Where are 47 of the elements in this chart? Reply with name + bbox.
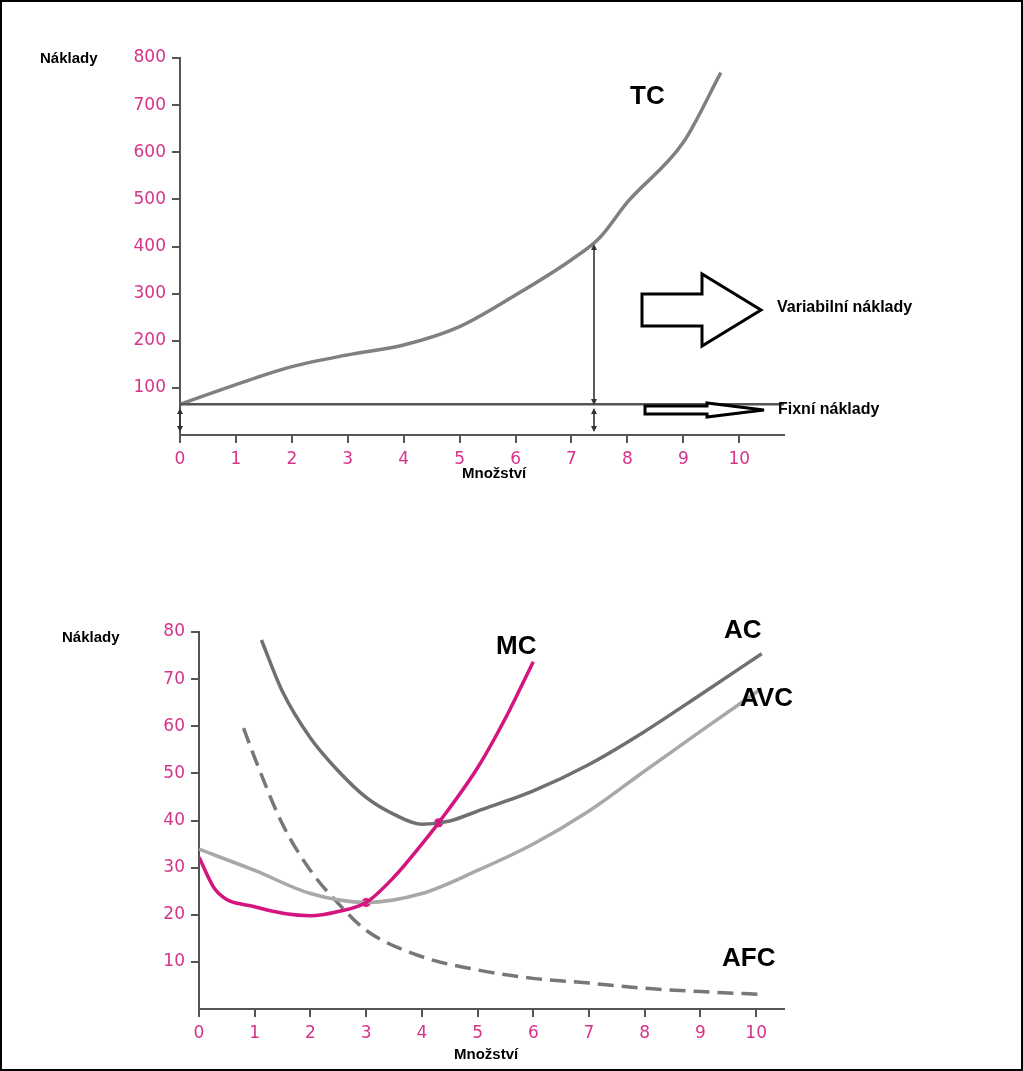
x-tick-label: 1 <box>230 447 242 468</box>
y-tick-label: 20 <box>163 903 185 924</box>
y-tick-label: 100 <box>133 376 166 397</box>
annotation: Variabilní náklady <box>777 298 913 316</box>
series-label: TC <box>630 80 665 111</box>
y-tick-label: 30 <box>163 856 185 877</box>
y-axis-title: Náklady <box>40 49 98 66</box>
x-tick-label: 9 <box>695 1021 706 1042</box>
x-tick-label: 0 <box>174 447 186 468</box>
y-tick-label: 500 <box>133 187 166 208</box>
y-tick-label: 50 <box>163 761 185 782</box>
line-series <box>199 659 536 918</box>
series-label: AC <box>724 614 762 645</box>
y-tick-label: 70 <box>163 667 185 688</box>
x-tick-label: 5 <box>472 1021 483 1042</box>
series-label: MC <box>496 630 537 661</box>
x-tick-label: 7 <box>583 1021 595 1042</box>
x-tick-label: 6 <box>527 1021 539 1042</box>
y-tick-label: 200 <box>133 329 166 350</box>
x-tick-label: 4 <box>416 1021 428 1042</box>
x-tick-label: 10 <box>728 447 751 468</box>
x-tick-label: 1 <box>249 1021 261 1042</box>
x-tick-label: 3 <box>360 1021 372 1042</box>
x-tick-label: 4 <box>398 447 410 468</box>
x-tick-label: 0 <box>193 1021 205 1042</box>
series-label: AVC <box>740 682 793 713</box>
y-axis-title: Náklady <box>62 628 120 645</box>
x-tick-label: 10 <box>745 1021 767 1042</box>
y-tick-label: 300 <box>133 282 166 303</box>
y-tick-label: 80 <box>163 620 185 641</box>
x-tick-label: 9 <box>677 447 689 468</box>
y-tick-label: 10 <box>163 950 185 971</box>
x-tick-label: 2 <box>286 447 298 468</box>
y-tick-label: 700 <box>133 93 166 114</box>
ref-line-label: Fixní náklady <box>778 400 880 418</box>
y-tick-label: 40 <box>163 808 185 829</box>
series-label: AFC <box>722 942 776 973</box>
x-axis-title: Množství <box>454 1045 519 1062</box>
y-tick-label: 60 <box>163 714 185 735</box>
x-tick-label: 7 <box>566 447 577 468</box>
y-tick-label: 800 <box>133 46 166 67</box>
x-tick-label: 8 <box>639 1021 651 1042</box>
x-tick-label: 8 <box>621 447 633 468</box>
y-tick-label: 600 <box>133 140 166 161</box>
x-tick-label: 2 <box>305 1021 316 1042</box>
x-tick-label: 3 <box>342 447 354 468</box>
y-tick-label: 400 <box>133 234 166 255</box>
